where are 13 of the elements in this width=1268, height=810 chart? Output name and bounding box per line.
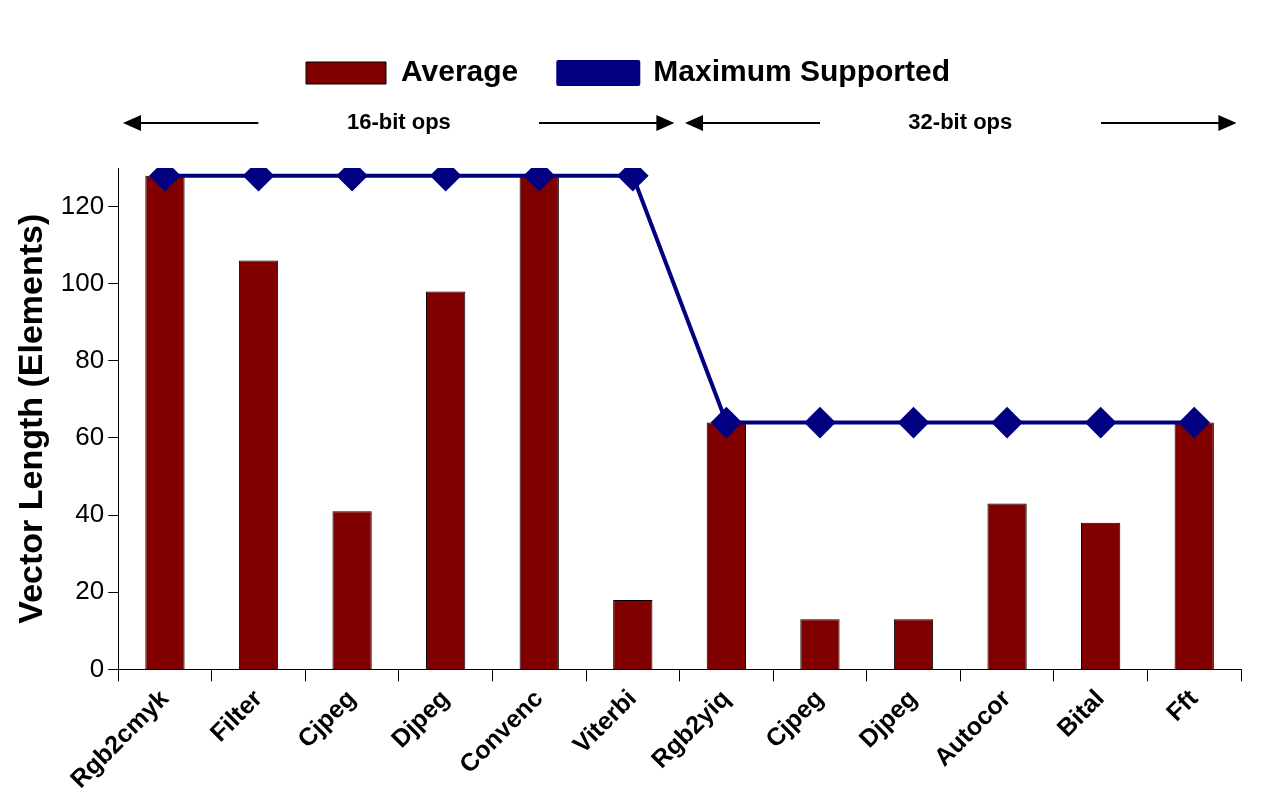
y-tick-label: 120 (60, 189, 105, 220)
x-tick-label: Fft (1160, 683, 1204, 726)
y-tick-label: 60 (75, 421, 105, 452)
y-tick-label: 100 (60, 266, 105, 297)
y-tick-label: 0 (89, 652, 105, 683)
y-tick-label: 80 (75, 344, 105, 375)
text: 32-bit ops (908, 109, 1013, 135)
legend-label: Average (401, 54, 519, 88)
y-tick-label: 20 (75, 575, 105, 606)
legend-label: Maximum Supported (653, 54, 950, 88)
y-tick-label: 40 (75, 498, 105, 529)
y-axis-title: Vector Length (Elements) (10, 213, 49, 624)
text: 16-bit ops (346, 109, 451, 135)
